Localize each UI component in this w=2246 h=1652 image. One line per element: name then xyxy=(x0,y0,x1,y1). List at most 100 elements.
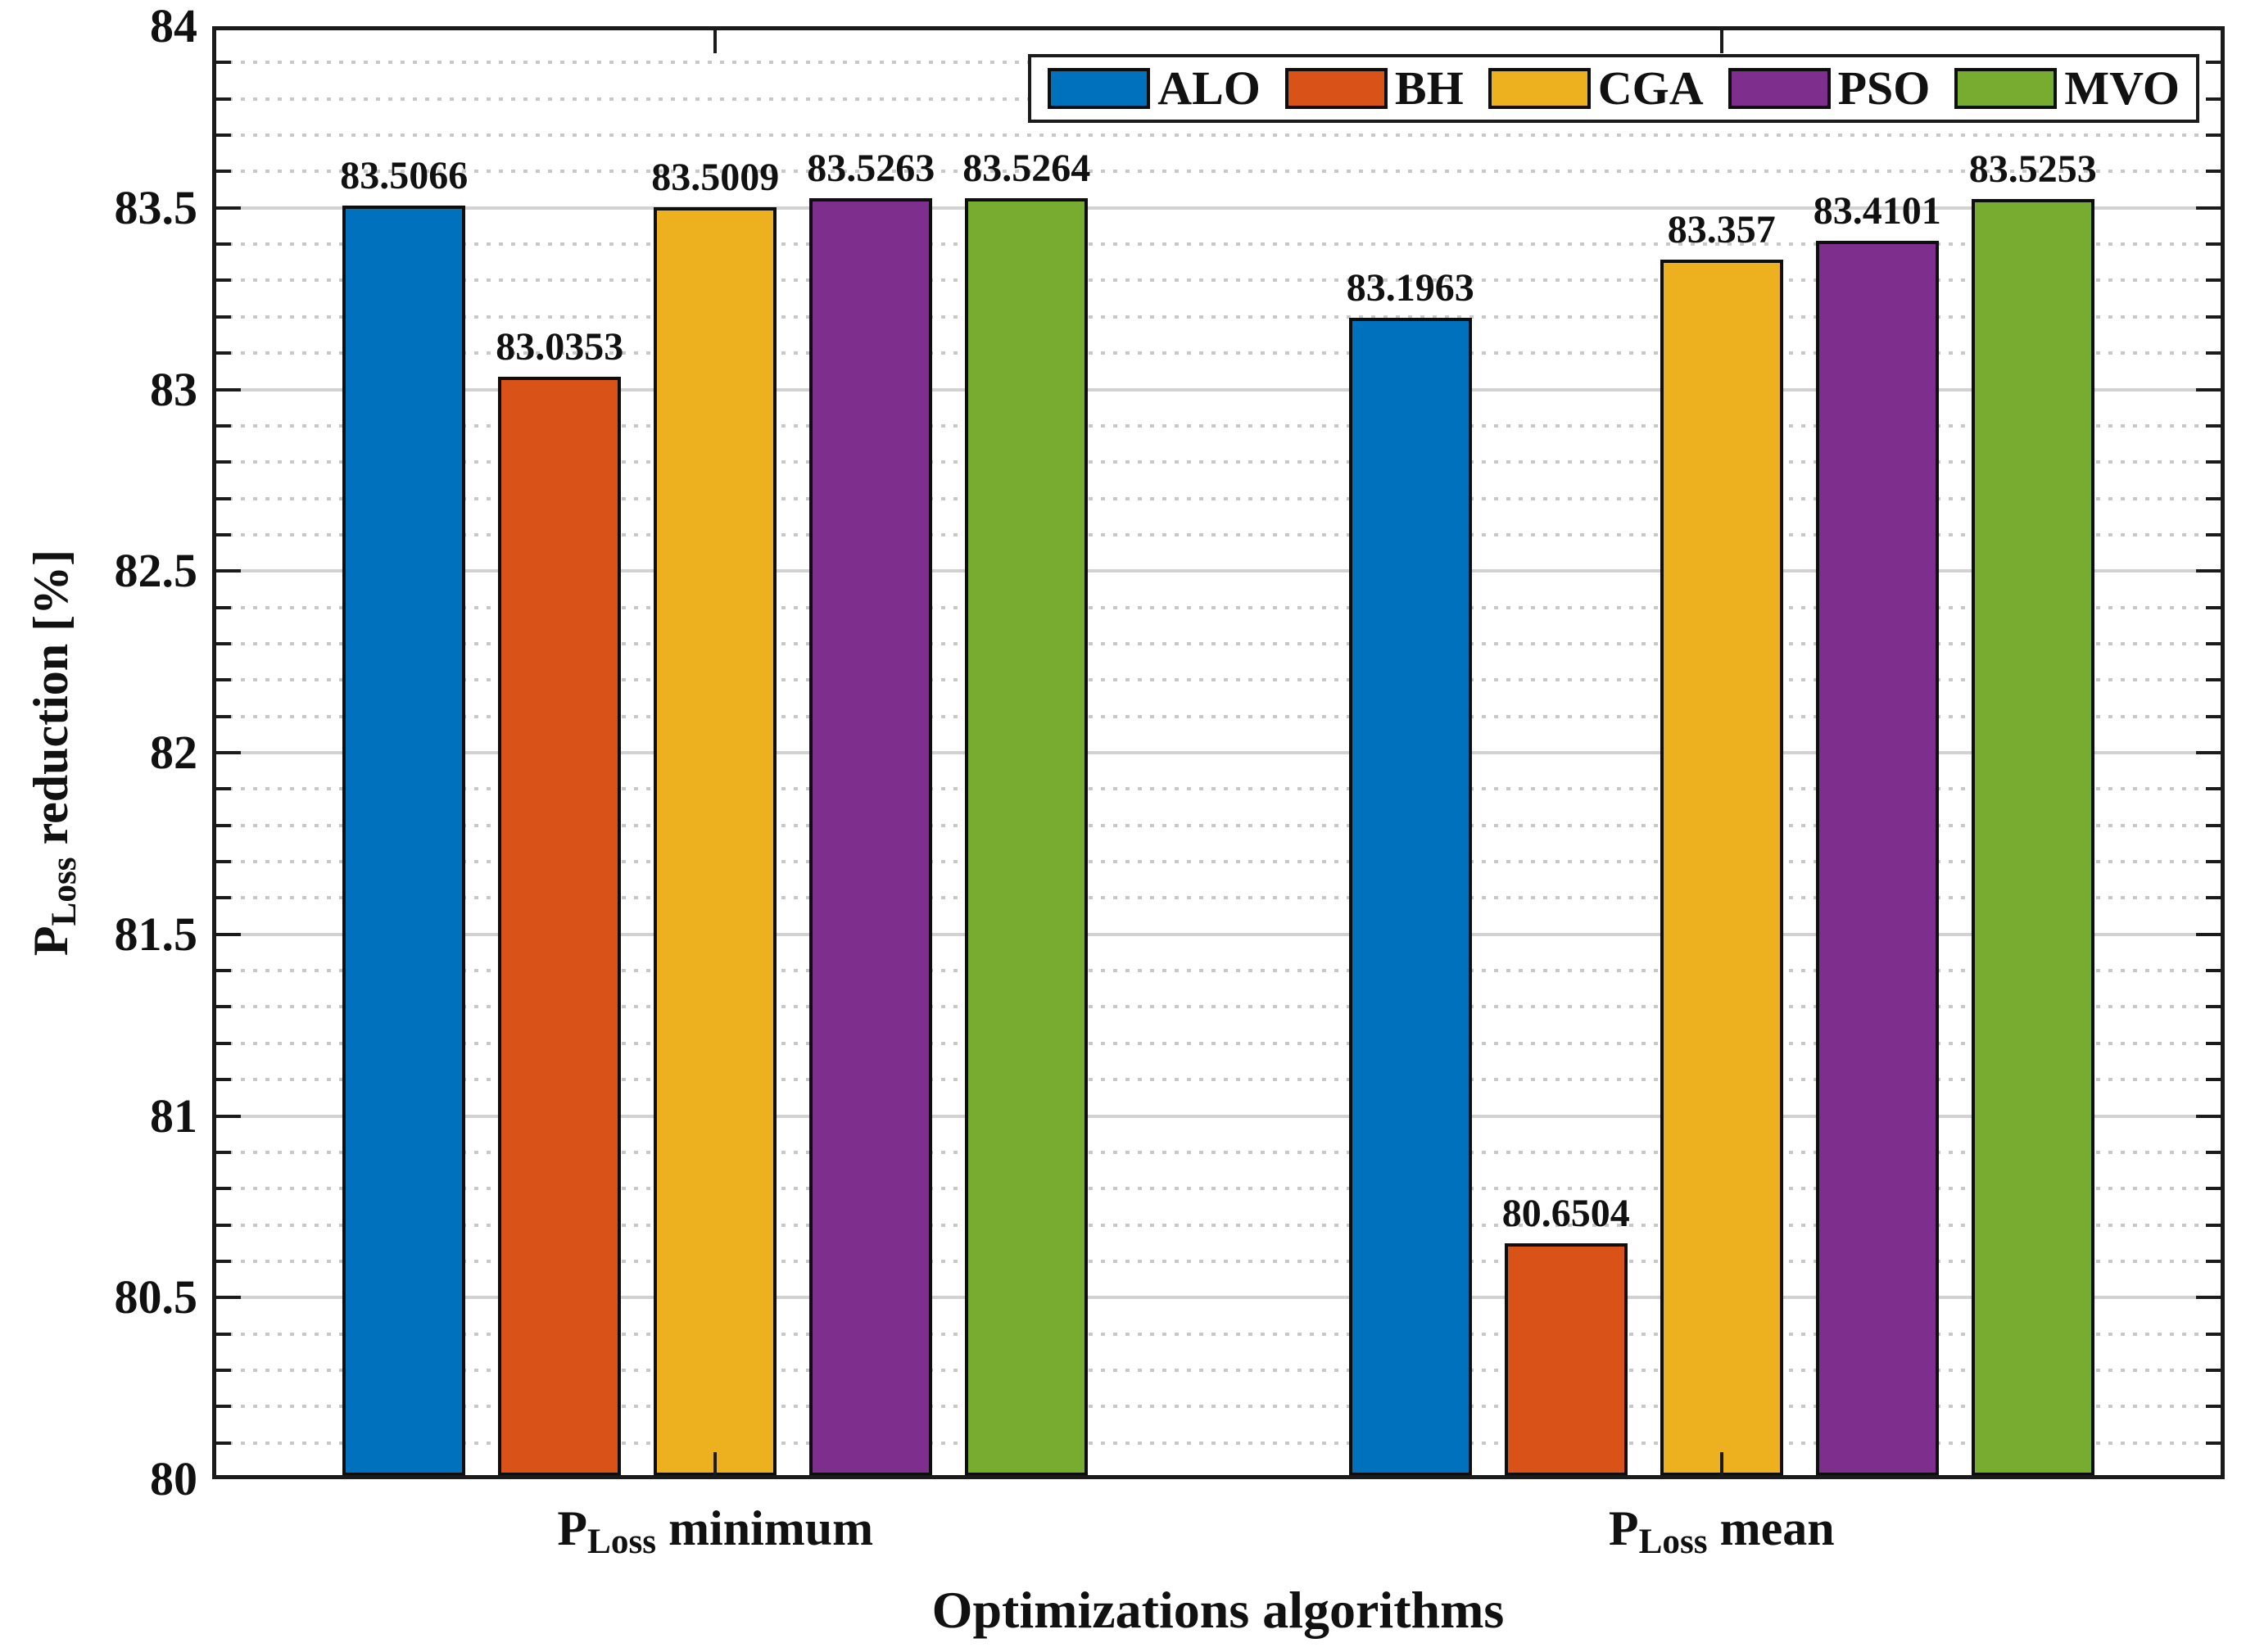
legend-label-CGA: CGA xyxy=(1597,61,1704,115)
minor-gridline xyxy=(216,315,2221,319)
y-tick-right xyxy=(2206,678,2221,682)
y-tick-label: 80 xyxy=(150,1452,197,1505)
minor-gridline xyxy=(216,532,2221,536)
minor-gridline xyxy=(216,714,2221,718)
bar-ALO-mean xyxy=(1348,318,1472,1476)
minor-gridline xyxy=(216,1259,2221,1263)
y-tick-right xyxy=(2196,751,2221,754)
y-tick-right xyxy=(2196,1296,2221,1300)
y-tick-right xyxy=(2206,1368,2221,1372)
y-tick-label: 80.5 xyxy=(114,1270,198,1324)
x-category-rest: minimum xyxy=(656,1501,874,1555)
minor-gridline xyxy=(216,605,2221,609)
minor-gridline xyxy=(216,787,2221,791)
major-gridline xyxy=(216,1114,2221,1118)
y-axis-title-rest: reduction [%] xyxy=(24,549,78,858)
minor-gridline xyxy=(216,278,2221,283)
bar-value-label: 83.5009 xyxy=(651,156,780,200)
minor-gridline xyxy=(216,1223,2221,1227)
y-tick-right xyxy=(2206,278,2221,283)
minor-gridline xyxy=(216,1041,2221,1045)
y-tick-right xyxy=(2206,532,2221,536)
bar-value-label: 83.0353 xyxy=(496,324,624,369)
y-tick-left xyxy=(216,751,241,754)
y-tick-left xyxy=(216,278,231,283)
minor-gridline xyxy=(216,1005,2221,1009)
y-tick-right xyxy=(2206,1005,2221,1009)
bar-value-label: 83.5253 xyxy=(1968,147,2097,191)
bar-value-label: 83.5066 xyxy=(340,153,469,197)
y-tick-right xyxy=(2206,1150,2221,1154)
y-tick-left xyxy=(216,170,231,174)
y-tick-right xyxy=(2206,97,2221,101)
minor-gridline xyxy=(216,1332,2221,1336)
y-tick-right xyxy=(2206,641,2221,645)
bar-value-label: 83.4101 xyxy=(1813,188,1941,233)
y-tick-right xyxy=(2206,1405,2221,1409)
y-tick-left xyxy=(216,61,231,65)
minor-gridline xyxy=(216,1441,2221,1445)
y-tick-right xyxy=(2206,1441,2221,1445)
legend-item-ALO: ALO xyxy=(1048,65,1261,112)
y-tick-right xyxy=(2206,460,2221,464)
y-tick-right xyxy=(2206,896,2221,900)
minor-gridline xyxy=(216,1405,2221,1409)
legend-swatch-ALO xyxy=(1048,68,1151,109)
legend-swatch-BH xyxy=(1284,68,1388,109)
y-tick-right xyxy=(2206,170,2221,174)
y-tick-right xyxy=(2206,1041,2221,1045)
x-category-subscript: Loss xyxy=(1638,1522,1708,1561)
y-tick-left xyxy=(216,569,241,573)
y-tick-left xyxy=(216,678,231,682)
bar-BH-mean xyxy=(1504,1242,1628,1476)
y-tick-right xyxy=(2196,569,2221,573)
minor-gridline xyxy=(216,678,2221,682)
y-tick-left xyxy=(216,206,241,210)
bar-PSO-mean xyxy=(1815,240,1939,1476)
y-tick-left xyxy=(216,1114,241,1118)
minor-gridline xyxy=(216,423,2221,428)
x-tick-top xyxy=(713,30,718,53)
y-tick-label: 81.5 xyxy=(114,907,198,961)
y-tick-left xyxy=(216,460,231,464)
x-category-base: P xyxy=(1608,1501,1639,1555)
legend-item-CGA: CGA xyxy=(1488,65,1704,112)
y-tick-left xyxy=(216,860,231,864)
y-tick-left xyxy=(216,1187,231,1191)
bar-PSO-minimum xyxy=(809,198,933,1476)
legend: ALO BH CGA PSO MVO xyxy=(1028,54,2199,123)
y-tick-left xyxy=(216,823,231,827)
minor-gridline xyxy=(216,969,2221,973)
minor-gridline xyxy=(216,1368,2221,1372)
legend-label-MVO: MVO xyxy=(2064,61,2180,115)
y-tick-left xyxy=(216,315,231,319)
y-tick-left xyxy=(216,351,231,355)
x-tick-bottom xyxy=(713,1452,718,1475)
y-tick-left xyxy=(216,1332,231,1336)
y-tick-left xyxy=(216,1223,231,1227)
legend-swatch-CGA xyxy=(1488,68,1591,109)
legend-label-BH: BH xyxy=(1394,61,1464,115)
y-tick-right xyxy=(2206,1187,2221,1191)
y-tick-label: 82.5 xyxy=(114,544,198,598)
minor-gridline xyxy=(216,170,2221,174)
y-tick-left xyxy=(216,1405,231,1409)
y-tick-right xyxy=(2206,1078,2221,1082)
x-category-rest: mean xyxy=(1707,1501,1835,1555)
legend-swatch-PSO xyxy=(1728,68,1831,109)
y-tick-label: 83 xyxy=(150,362,197,416)
minor-gridline xyxy=(216,896,2221,900)
y-axis-title-subscript: Loss xyxy=(44,857,84,926)
y-tick-right xyxy=(2206,351,2221,355)
legend-item-MVO: MVO xyxy=(1954,65,2180,112)
y-axis-title-base: P xyxy=(24,926,78,957)
y-tick-right xyxy=(2206,969,2221,973)
major-gridline xyxy=(216,569,2221,573)
legend-item-BH: BH xyxy=(1284,61,1464,115)
minor-gridline xyxy=(216,351,2221,355)
bar-MVO-minimum xyxy=(965,198,1089,1476)
legend-label-ALO: ALO xyxy=(1157,61,1261,115)
y-tick-left xyxy=(216,1041,231,1045)
major-gridline xyxy=(216,387,2221,392)
